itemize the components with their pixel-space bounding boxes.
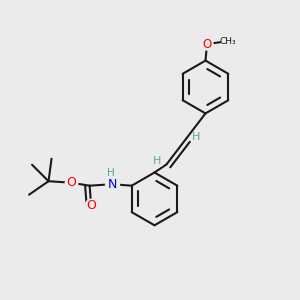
Text: H: H bbox=[152, 156, 161, 167]
Text: N: N bbox=[107, 178, 117, 191]
Text: O: O bbox=[202, 38, 211, 51]
Text: H: H bbox=[107, 168, 115, 178]
Text: O: O bbox=[66, 176, 76, 189]
Text: H: H bbox=[192, 131, 201, 142]
Text: CH₃: CH₃ bbox=[220, 37, 236, 46]
Text: O: O bbox=[86, 199, 96, 212]
